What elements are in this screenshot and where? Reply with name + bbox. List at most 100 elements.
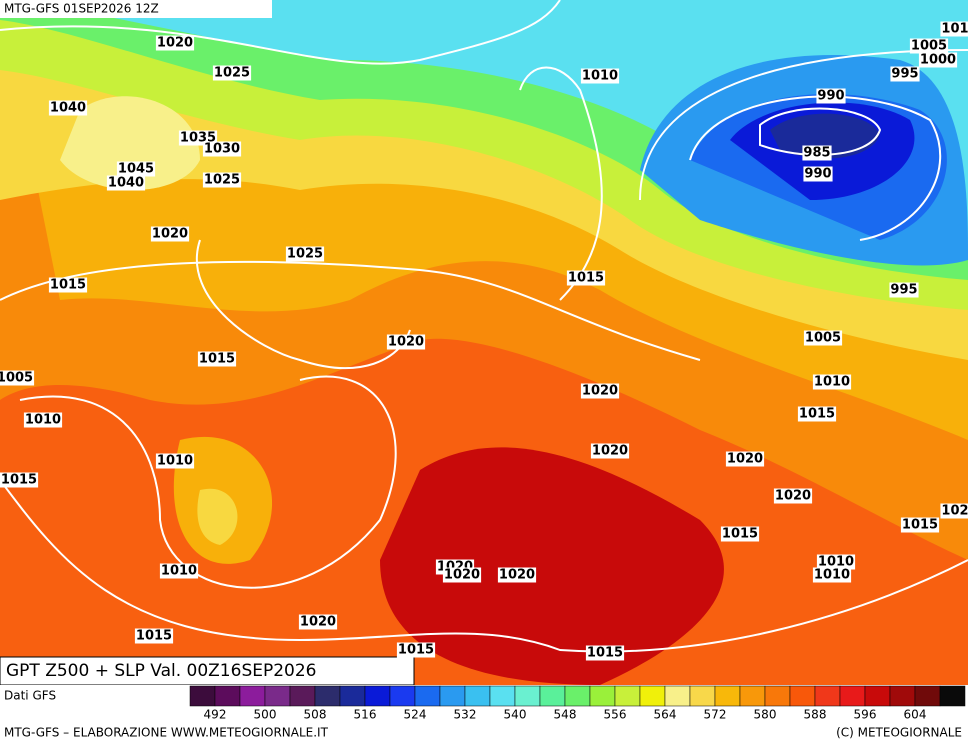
isobar-label-bg: [803, 166, 833, 182]
isobar-label: 1020: [499, 568, 535, 583]
isobar-label: 1020: [582, 384, 618, 399]
isobar-label: 101: [941, 22, 968, 37]
isobar-label-bg: [773, 488, 813, 504]
header-box: [0, 0, 272, 18]
isobar-label-bg: [566, 270, 606, 286]
isobar-label-bg: [812, 374, 852, 390]
colorbar-swatch: [189, 685, 216, 707]
isobar-label-bg: [909, 38, 949, 54]
isobar-label-bg: [889, 282, 919, 298]
isobar-label: 1005: [805, 331, 841, 346]
isobar-label-bg: [720, 526, 760, 542]
colorbar-swatch: [614, 685, 641, 707]
colorbar-tick-label: 532: [454, 708, 477, 722]
isobar-label: 1030: [204, 142, 240, 157]
isobar-label: 1020: [152, 227, 188, 242]
isobar-label-bg: [116, 161, 156, 177]
colorbar-swatch: [739, 685, 766, 707]
colorbar-tick-label: 604: [904, 708, 927, 722]
colorbar-swatch: [664, 685, 691, 707]
isobar-label-bg: [585, 645, 625, 661]
isobar-label: 1015: [50, 278, 86, 293]
isobar-label-bg: [580, 68, 620, 84]
colorbar-swatch: [564, 685, 591, 707]
colorbar-swatch: [789, 685, 816, 707]
caption-box: [0, 656, 415, 686]
isobar-label: 985: [803, 146, 830, 161]
isobar-label: 1010: [818, 555, 854, 570]
isobar-label: 1000: [920, 53, 956, 68]
isobar-label: 1020: [592, 444, 628, 459]
isobar-label-bg: [155, 453, 195, 469]
colorbar-swatch: [514, 685, 541, 707]
isobars: [0, 0, 968, 653]
isobar-label-bg: [48, 277, 88, 293]
isobar-label-bg: [202, 172, 242, 188]
isobar-label: 1025: [204, 173, 240, 188]
isobar-label-bg: [197, 351, 237, 367]
colorbar-tick-label: 556: [604, 708, 627, 722]
colorbar-tick-label: 540: [504, 708, 527, 722]
isobar-label: 1020: [727, 452, 763, 467]
isobar-label: 1020: [300, 615, 336, 630]
isobar-label-bg: [900, 517, 940, 533]
isobar-label-bg: [285, 246, 325, 262]
header-title: MTG-GFS 01SEP2026 12Z: [4, 2, 159, 16]
isobar-label-bg: [816, 88, 846, 104]
colorbar-tick-label: 596: [854, 708, 877, 722]
colorbar-swatch: [539, 685, 566, 707]
isobar-label: 1010: [814, 375, 850, 390]
colorbar-swatch: [814, 685, 841, 707]
colorbar-tick-label: 516: [354, 708, 377, 722]
isobar-label: 1015: [568, 271, 604, 286]
isobar-label: 1010: [157, 454, 193, 469]
isobar-label-bg: [497, 567, 537, 583]
isobar-label-bg: [396, 642, 436, 658]
colorbar-tick-label: 548: [554, 708, 577, 722]
footer-right: (C) METEOGIORNALE: [836, 726, 962, 740]
isobar-label: 1040: [108, 176, 144, 191]
colorbar-swatch: [489, 685, 516, 707]
isobar-label-bg: [134, 628, 174, 644]
isobar-label: 1015: [136, 629, 172, 644]
colorbar-tick-label: 500: [254, 708, 277, 722]
colorbar-swatch: [264, 685, 291, 707]
isobar-label-bg: [150, 226, 190, 242]
isobar-label: 1010: [814, 568, 850, 583]
colorbar-swatch: [689, 685, 716, 707]
isobar-label: 1020: [388, 335, 424, 350]
isobar-label-bg: [155, 35, 195, 51]
colorbar: 492 500 508 516 524 532 540 548 556 564 572 580 588 5…: [189, 685, 966, 722]
isobar-label: 1015: [799, 407, 835, 422]
isobar-label-bg: [106, 175, 146, 191]
colorbar-swatch: [589, 685, 616, 707]
isobar-label-bg: [725, 451, 765, 467]
isobar-label: 1020: [444, 568, 480, 583]
isobar-label-bg: [918, 52, 958, 68]
colorbar-swatch: [764, 685, 791, 707]
colorbar-swatch: [289, 685, 316, 707]
isobar-label: 1025: [287, 247, 323, 262]
isobar-label: 1010: [161, 564, 197, 579]
colorbar-tick-label: 524: [404, 708, 427, 722]
isobar-label-bg: [580, 383, 620, 399]
source: Dati GFS: [4, 689, 56, 703]
isobar-label-bg: [23, 412, 63, 428]
isobar-label: 995: [890, 283, 917, 298]
isobar-label-bg: [386, 334, 426, 350]
isobar-label: 1005: [0, 371, 33, 386]
colorbar-tick-label: 564: [654, 708, 677, 722]
isobar-label-bg: [202, 141, 242, 157]
colorbar-swatch: [839, 685, 866, 707]
colorbar-swatch: [439, 685, 466, 707]
colorbar-swatch: [889, 685, 916, 707]
isobar-label: 1015: [722, 527, 758, 542]
isobar-label-bg: [812, 567, 852, 583]
isobar-label-bg: [159, 563, 199, 579]
isobar-label-bg: [0, 472, 39, 488]
isobar-label: 1015: [902, 518, 938, 533]
colorbar-swatch: [314, 685, 341, 707]
isobar-label: 1005: [911, 39, 947, 54]
